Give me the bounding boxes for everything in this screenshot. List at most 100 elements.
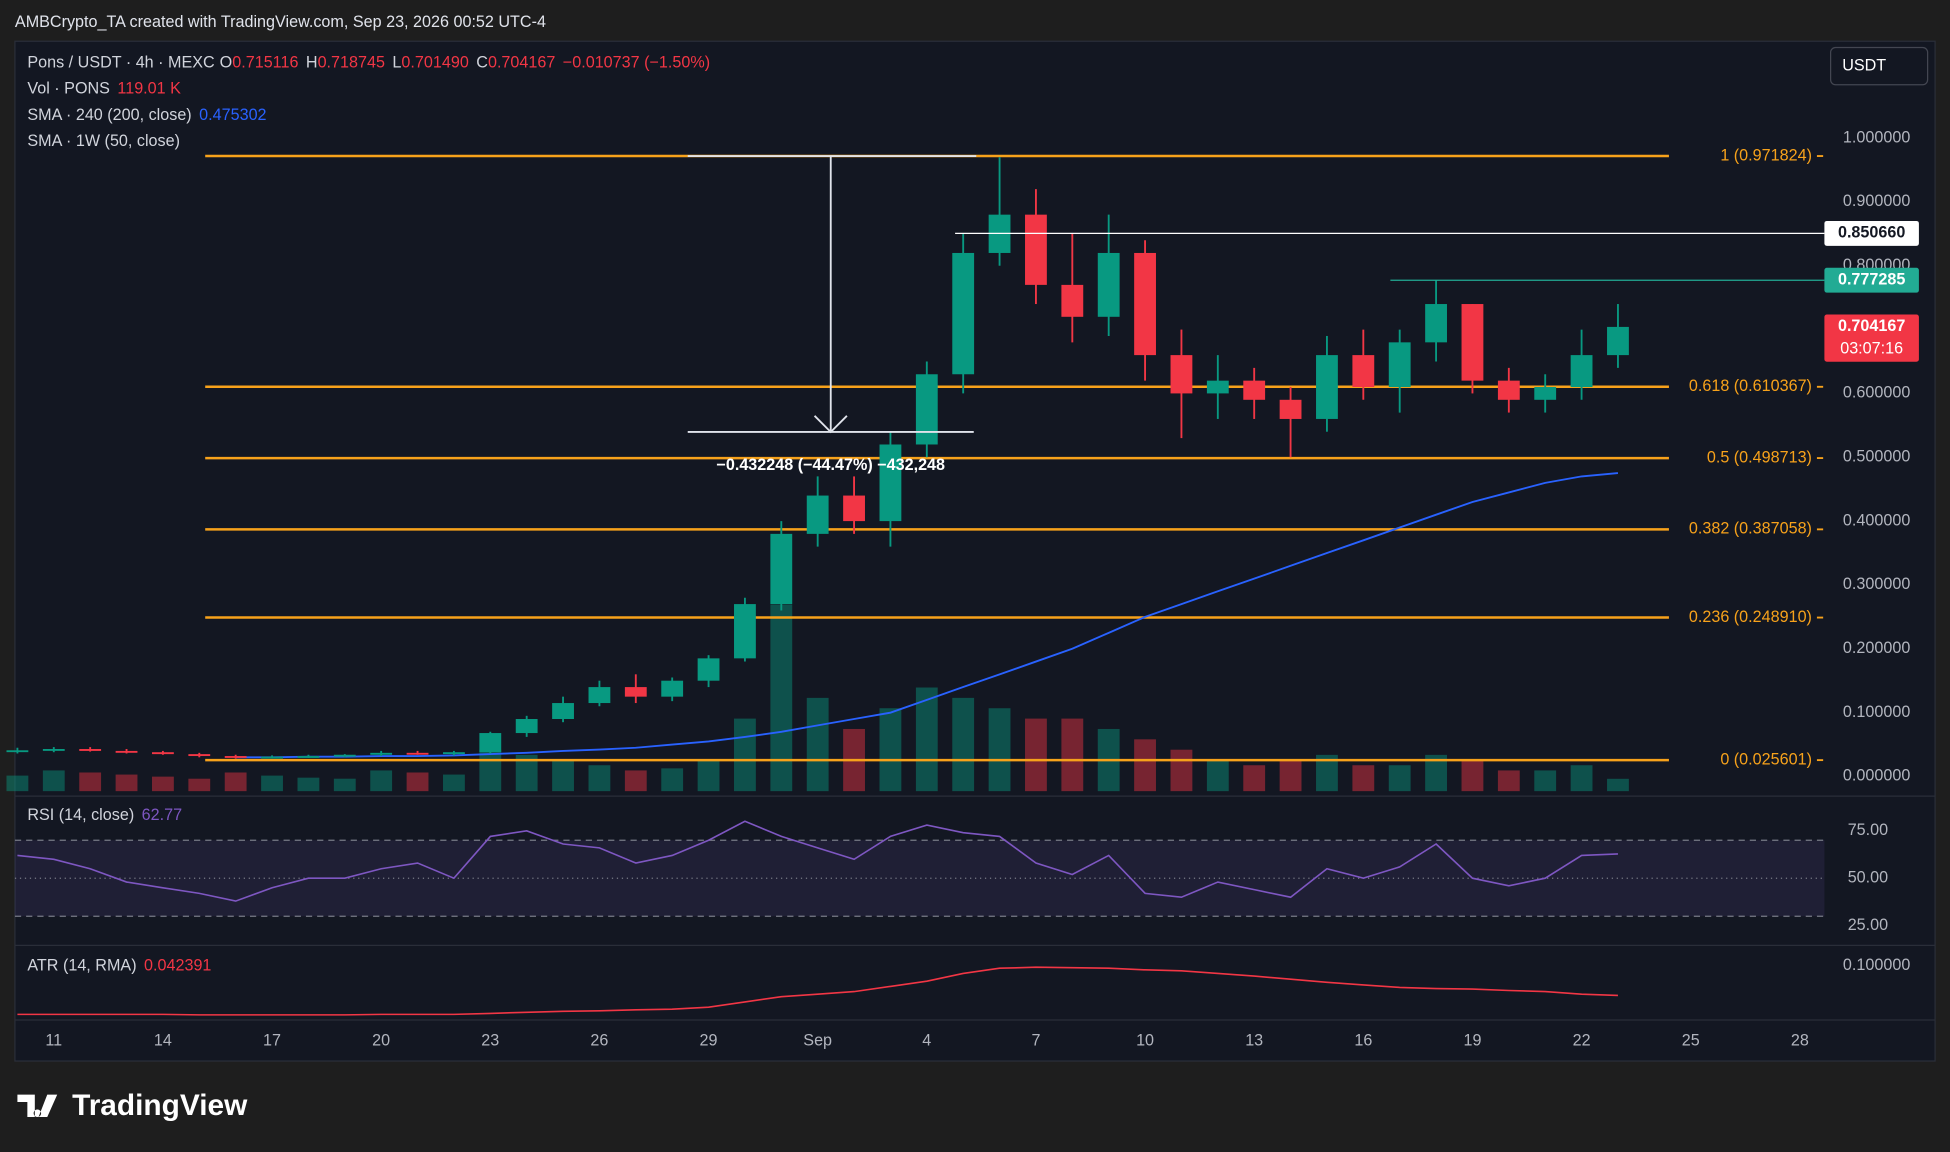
candle-body [224, 756, 247, 758]
currency-button-label[interactable]: USDT [1842, 56, 1886, 74]
candle-body [1316, 355, 1338, 419]
measure-label: −0.432248 (−44.47%) −432,248 [716, 456, 945, 474]
atr-tick-label: 0.100000 [1843, 956, 1910, 974]
volume-bar [406, 772, 429, 792]
candle-body [297, 756, 320, 758]
volume-bar [42, 770, 65, 792]
candle-body [115, 750, 138, 753]
price-label-box [1824, 267, 1919, 293]
fib-label: 0.382 (0.387058) [1689, 520, 1812, 538]
candle-body [952, 252, 975, 375]
x-tick-label: 29 [700, 1031, 718, 1049]
legend-item: H [306, 54, 318, 72]
volume-bar [333, 778, 356, 792]
fib-label: 0.5 (0.498713) [1707, 448, 1812, 466]
candle-body [370, 752, 393, 755]
x-tick-label: 17 [263, 1031, 281, 1049]
legend-item: Vol · PONS [27, 80, 110, 98]
volume-bar [1352, 765, 1375, 792]
fib-label: 1 (0.971824) [1720, 146, 1812, 164]
volume-bar [1388, 765, 1411, 792]
volume-bar [1279, 760, 1302, 792]
legend-item: O [220, 54, 233, 72]
x-tick-label: 11 [45, 1031, 62, 1049]
volume-bar [1243, 765, 1266, 792]
candle-body [879, 444, 902, 522]
candle-body [479, 733, 502, 753]
candle-body [333, 754, 356, 757]
y-tick-label: 0.500000 [1843, 448, 1910, 466]
legend-item: 0.715116 [232, 54, 298, 72]
candle-body [770, 533, 793, 605]
x-tick-label: 28 [1791, 1031, 1809, 1049]
candle-body [588, 687, 611, 704]
candle-body [734, 604, 756, 659]
y-tick-label: 0.300000 [1843, 575, 1910, 593]
y-tick-label: 0.100000 [1843, 703, 1910, 721]
candle-body [188, 754, 211, 757]
x-tick-label: 4 [922, 1031, 931, 1049]
candle-body [1170, 355, 1193, 394]
volume-bar [734, 718, 756, 792]
volume-bar [1570, 765, 1593, 792]
rsi-line [17, 820, 1618, 902]
volume-bar [261, 775, 283, 792]
volume-bar [443, 774, 465, 792]
fib-label: 0.236 (0.248910) [1689, 608, 1812, 626]
volume-bar [661, 768, 684, 792]
volume-bar [297, 777, 320, 792]
volume-bar [79, 772, 102, 792]
x-tick-label: 16 [1354, 1031, 1372, 1049]
volume-bar [1607, 778, 1629, 792]
candle-body [1243, 380, 1266, 400]
volume-bar [1206, 760, 1229, 792]
rsi-tick-label: 75.00 [1848, 821, 1888, 839]
rsi-tick-label: 25.00 [1848, 916, 1888, 934]
volume-bar [1497, 770, 1520, 792]
fib-label: 0 (0.025601) [1720, 750, 1812, 768]
candle-body [624, 687, 647, 697]
candle-body [152, 752, 174, 755]
currency-button[interactable] [1829, 46, 1929, 86]
legend: Pons / USDT · 4h · MEXC O0.715116 H0.71874… [27, 54, 710, 72]
volume-bar [1170, 749, 1193, 792]
volume-bar [479, 749, 502, 792]
candle-body [1061, 284, 1084, 317]
legend-item: 0.701490 [401, 54, 468, 72]
y-tick-label: 1.000000 [1843, 128, 1910, 146]
price-label-box [1824, 220, 1919, 246]
volume-bar [697, 760, 720, 792]
candle-body [79, 749, 102, 751]
volume-bar [224, 772, 247, 792]
candle-body [1134, 252, 1156, 356]
legend-item: Pons / USDT · 4h · MEXC [27, 54, 215, 72]
legend: RSI (14, close) 62.77 [27, 806, 182, 824]
volume-bar [770, 604, 793, 792]
rsi-tick-label: 50.00 [1848, 868, 1888, 886]
legend: ATR (14, RMA) 0.042391 [27, 957, 211, 975]
x-tick-label: Sep [803, 1031, 832, 1049]
volume-bar [1316, 754, 1338, 792]
legend-item: ATR (14, RMA) [27, 957, 136, 975]
y-tick-label: 0.600000 [1843, 384, 1910, 402]
candle-body [1097, 252, 1120, 317]
last-price-label: 0.704167 [1838, 317, 1905, 335]
legend-item: C [476, 54, 488, 72]
legend: SMA · 1W (50, close) [27, 132, 180, 150]
candle-body [1352, 355, 1375, 388]
last-price-box [1824, 314, 1919, 362]
volume-bar [1425, 754, 1447, 792]
volume-bar [6, 775, 29, 792]
volume-bar [152, 776, 174, 792]
volume-bar [988, 708, 1011, 792]
candle-body [1025, 214, 1047, 285]
candle-body [915, 374, 938, 445]
chart-frame [14, 40, 1936, 1062]
candle-body [806, 495, 829, 534]
legend-item: 119.01 K [117, 80, 181, 98]
x-tick-label: 13 [1245, 1031, 1263, 1049]
volume-bar [806, 697, 829, 792]
volume-bar [188, 778, 211, 792]
x-tick-label: 19 [1463, 1031, 1481, 1049]
